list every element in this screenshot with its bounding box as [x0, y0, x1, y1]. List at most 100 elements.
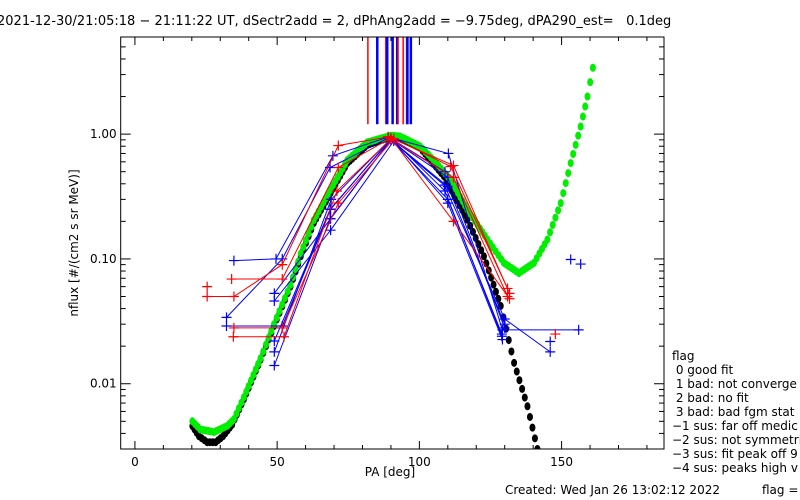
data-series-line [233, 137, 509, 329]
fit-green-point [584, 92, 591, 101]
fit-black-point [492, 287, 499, 296]
fit-green-point [557, 199, 564, 208]
data-point [442, 181, 453, 192]
fit-black-point [480, 252, 487, 261]
fit-green-point [547, 228, 554, 237]
data-series-line [231, 137, 510, 299]
legend-entry: 1 bad: not converge [672, 377, 797, 391]
fit-black-point [534, 445, 541, 449]
legend-entry: −2 sus: not symmetri [672, 433, 800, 447]
y-tick-label: 1.00 [90, 127, 117, 141]
legend-title: flag [672, 349, 695, 363]
data-point [573, 324, 584, 335]
legend-entry: −3 sus: fit peak off 9 [672, 447, 798, 461]
legend-entry: −1 sus: far off medic [672, 419, 798, 433]
x-tick-label: 100 [408, 455, 431, 469]
data-point [277, 274, 288, 285]
fit-green-point [302, 236, 309, 245]
fit-black-point [478, 246, 485, 255]
fit-green-point [589, 63, 596, 72]
data-point [221, 321, 232, 332]
fit-green-point [282, 293, 289, 302]
fit-green-point [257, 354, 264, 363]
fit-green-point [262, 340, 269, 349]
data-point [499, 319, 510, 330]
data-point [575, 259, 586, 270]
data-point [333, 162, 344, 173]
plot-marks [189, 37, 596, 449]
fit-black-point [490, 280, 497, 289]
fit-green-point [577, 122, 584, 131]
fit-green-point [265, 333, 272, 342]
data-point [325, 225, 336, 236]
fit-green-point [260, 347, 267, 356]
plot-frame [120, 36, 665, 450]
fit-green-point [567, 159, 574, 168]
fit-green-point [279, 300, 286, 309]
data-point [504, 293, 515, 304]
created-timestamp: Created: Wed Jan 26 13:02:12 2022 [505, 483, 720, 497]
fit-green-point [300, 243, 307, 252]
data-point [333, 140, 344, 151]
fit-black-point [516, 376, 523, 385]
x-axis-label: PA [deg] [365, 465, 415, 479]
data-point [269, 296, 280, 307]
fit-green-point [575, 131, 582, 140]
fit-green-point [572, 140, 579, 149]
fit-green-point [268, 327, 275, 336]
data-point [226, 274, 237, 285]
legend: flag 0 good fit 1 bad: not converge 2 ba… [672, 349, 800, 475]
fit-black-point [495, 294, 502, 303]
fit-black-point [519, 384, 526, 393]
data-point [445, 161, 456, 172]
fit-black-point [472, 234, 479, 243]
fit-green-point [544, 235, 551, 244]
chart-title: 2021-12-30/21:05:18 − 21:11:22 UT, dSect… [0, 14, 671, 29]
x-tick-label: 0 [131, 455, 139, 469]
data-point [502, 291, 513, 302]
fit-green-point [273, 313, 280, 322]
x-tick-label: 150 [550, 455, 573, 469]
fit-black-point [488, 273, 495, 282]
fit-green-point [308, 222, 315, 231]
data-point [202, 281, 213, 292]
data-point [443, 148, 454, 159]
data-point [228, 322, 239, 333]
axes: 0 50 100 150 0.01 0.10 1.00 [90, 36, 664, 469]
legend-entry: 0 good fit [672, 363, 734, 377]
fit-green-point [587, 78, 594, 87]
data-point [448, 172, 459, 183]
y-axis-label: nflux [#/(cm2 s sr MeV)] [67, 169, 81, 316]
data-point [448, 216, 459, 227]
fit-green-point [560, 189, 567, 198]
data-point [277, 322, 288, 333]
fit-green-point [287, 280, 294, 289]
data-point [565, 254, 576, 265]
fit-black-point [511, 358, 518, 367]
data-series-line [233, 138, 509, 338]
fit-green-point [570, 149, 577, 158]
data-point [545, 336, 556, 347]
fit-black-point [529, 423, 536, 432]
fit-green-point [582, 102, 589, 111]
fit-green-point [562, 179, 569, 188]
data-point [277, 259, 288, 270]
data-point [228, 291, 239, 302]
data-point [278, 331, 289, 342]
fit-green-point [276, 307, 283, 316]
y-tick-label: 0.10 [90, 252, 117, 266]
data-point [496, 331, 507, 342]
data-point [385, 134, 396, 145]
data-point [326, 194, 337, 205]
x-tick-label: 50 [270, 455, 285, 469]
data-point [228, 331, 239, 342]
fit-black-point [508, 347, 515, 356]
y-tick-label: 0.01 [90, 377, 117, 391]
fit-green-point [552, 213, 559, 222]
fit-green-point [305, 229, 312, 238]
legend-entry: 2 bad: no fit [672, 391, 749, 405]
data-point [269, 360, 280, 371]
data-point [545, 346, 556, 357]
data-point [269, 336, 280, 347]
